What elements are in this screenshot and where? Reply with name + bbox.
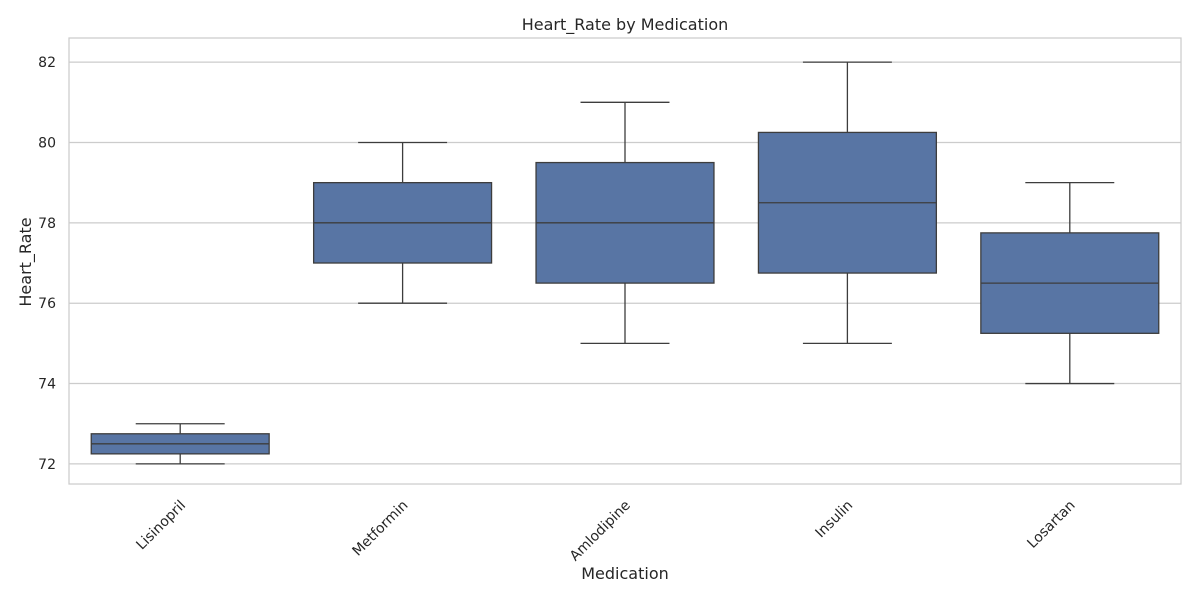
y-tick-label: 74 (38, 377, 56, 393)
x-axis-label: Medication (581, 564, 669, 583)
boxes (90, 61, 1160, 465)
plot-frame (68, 37, 1182, 485)
box-lisinopril (90, 423, 270, 465)
y-axis-label: Heart_Rate (16, 217, 36, 306)
y-tick-label: 78 (38, 216, 56, 232)
y-tick-label: 72 (38, 457, 56, 473)
box-amlodipine (535, 101, 715, 345)
chart-title: Heart_Rate by Medication (522, 15, 729, 35)
y-tick-label: 82 (38, 55, 56, 71)
y-tick-label: 80 (38, 135, 56, 151)
box-metformin (312, 141, 493, 304)
x-tick-label: Lisinopril (133, 498, 189, 554)
x-tick-label: Amlodipine (567, 498, 634, 565)
y-axis-ticks: 72 74 76 78 80 82 (38, 55, 56, 473)
x-tick-label: Losartan (1024, 498, 1078, 552)
x-axis-ticks: Lisinopril Metformin Amlodipine Insulin Losa… (133, 498, 1078, 565)
y-tick-label: 76 (38, 296, 56, 312)
box-insulin (757, 61, 938, 345)
x-tick-label: Metformin (349, 498, 411, 560)
box-losartan (980, 181, 1160, 385)
x-tick-label: Insulin (813, 498, 857, 542)
